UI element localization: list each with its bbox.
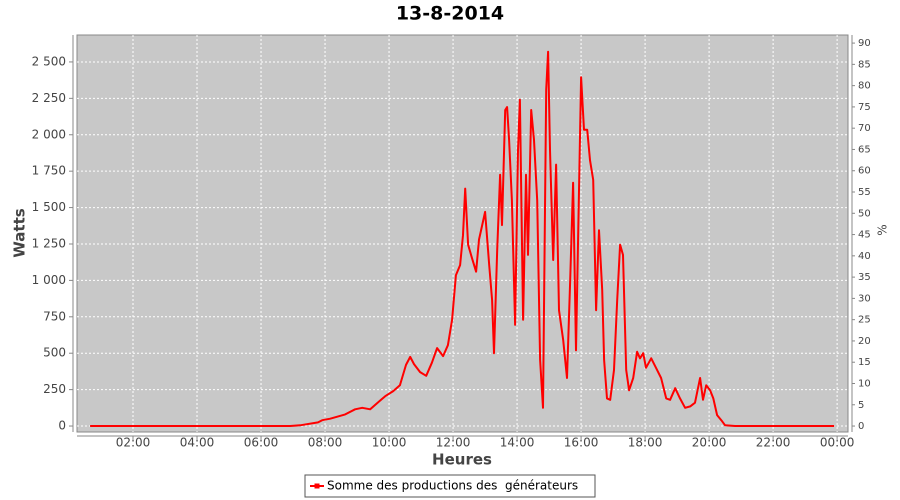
y2-tick-label: 40 — [858, 251, 871, 262]
y-tick-label: 250 — [43, 382, 66, 396]
y2-tick-label: 0 — [858, 421, 864, 432]
x-tick-label: 16:00 — [564, 436, 599, 450]
y2-tick-label: 50 — [858, 208, 871, 219]
chart-title: 13-8-2014 — [396, 3, 504, 25]
y-tick-label: 1 500 — [32, 200, 66, 214]
x-axis-label: Heures — [432, 451, 492, 469]
y-tick-label: 2 500 — [32, 54, 66, 68]
y2-tick-label: 60 — [858, 166, 871, 177]
series-line — [90, 50, 835, 427]
x-tick-label: 06:00 — [244, 436, 279, 450]
y2-tick-label: 80 — [858, 81, 871, 92]
y2-tick-label: 55 — [858, 187, 871, 198]
y-tick-label: 1 250 — [32, 236, 66, 250]
y-tick-label: 500 — [43, 346, 66, 360]
legend-swatch-marker — [314, 483, 320, 489]
x-tick-label: 02:00 — [116, 436, 151, 450]
x-tick-label: 18:00 — [628, 436, 663, 450]
y2-tick-label: 20 — [858, 336, 871, 347]
y2-tick-label: 15 — [858, 357, 871, 368]
x-tick-label: 04:00 — [180, 436, 215, 450]
x-tick-label: 14:00 — [500, 436, 535, 450]
y2-tick-label: 85 — [858, 59, 871, 70]
y2-tick-label: 70 — [858, 123, 871, 134]
y-axis-label: Watts — [11, 208, 29, 257]
y-tick-label: 2 000 — [32, 127, 66, 141]
x-tick-label: 22:00 — [756, 436, 791, 450]
y-tick-label: 0 — [58, 419, 66, 433]
y2-tick-label: 90 — [858, 38, 871, 49]
x-tick-label: 10:00 — [372, 436, 407, 450]
y2-tick-label: 35 — [858, 272, 871, 283]
x-tick-label: 08:00 — [308, 436, 343, 450]
y2-tick-label: 75 — [858, 102, 871, 113]
y2-tick-label: 25 — [858, 315, 871, 326]
y2-tick-label: 5 — [858, 400, 864, 411]
x-tick-label: 12:00 — [436, 436, 471, 450]
y2-tick-label: 65 — [858, 144, 871, 155]
y2-axis-label: % — [876, 224, 890, 235]
legend — [304, 474, 596, 498]
legend-label: Somme des productions des générateurs — [327, 479, 578, 493]
y-tick-label: 1 000 — [32, 273, 66, 287]
x-tick-label: 00:00 — [820, 436, 855, 450]
y2-tick-label: 30 — [858, 293, 871, 304]
y2-tick-label: 10 — [858, 378, 871, 389]
y2-tick-label: 45 — [858, 230, 871, 241]
y-tick-label: 1 750 — [32, 164, 66, 178]
x-tick-label: 20:00 — [692, 436, 727, 450]
y-tick-label: 750 — [43, 309, 66, 323]
y-tick-label: 2 250 — [32, 91, 66, 105]
